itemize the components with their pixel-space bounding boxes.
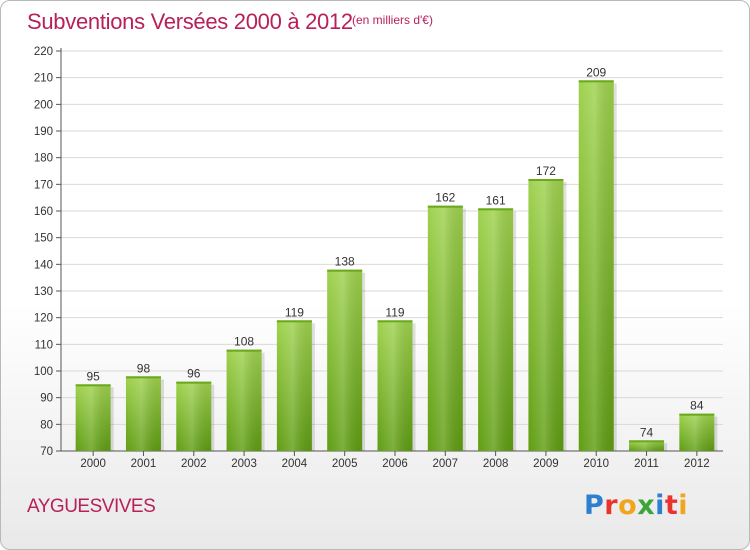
logo-letter: P bbox=[584, 490, 605, 521]
x-tick-label-2011: 2011 bbox=[634, 458, 659, 470]
bar-highlight bbox=[75, 384, 111, 451]
y-tick-label: 180 bbox=[34, 153, 53, 165]
bar-cap bbox=[578, 80, 614, 83]
y-tick-label: 160 bbox=[34, 206, 53, 218]
commune-name: AYGUESVIVES bbox=[27, 496, 156, 517]
x-tick-label-2012: 2012 bbox=[684, 458, 710, 470]
bar-highlight bbox=[125, 376, 161, 451]
x-tick-label-2006: 2006 bbox=[382, 458, 408, 470]
x-tick-label-2003: 2003 bbox=[231, 458, 257, 470]
value-label-2003: 108 bbox=[234, 335, 254, 349]
y-tick-label: 170 bbox=[34, 179, 53, 191]
value-label-2005: 138 bbox=[335, 255, 355, 269]
value-label-2004: 119 bbox=[285, 305, 304, 319]
value-label-2002: 96 bbox=[187, 367, 201, 381]
bar-highlight bbox=[427, 205, 463, 451]
logo-letter: o bbox=[618, 490, 638, 521]
x-tick-label-2010: 2010 bbox=[583, 458, 609, 470]
y-tick-label: 150 bbox=[34, 233, 53, 245]
y-tick-label: 120 bbox=[34, 313, 53, 325]
y-tick-label: 70 bbox=[40, 446, 53, 458]
bars bbox=[75, 80, 718, 451]
y-tick-label: 80 bbox=[40, 419, 53, 431]
bar-highlight bbox=[578, 80, 614, 451]
x-tick-label-2004: 2004 bbox=[282, 458, 308, 470]
x-tick-label-2002: 2002 bbox=[181, 458, 207, 470]
value-label-2001: 98 bbox=[137, 361, 151, 375]
x-tick-label-2007: 2007 bbox=[433, 458, 459, 470]
bar-cap bbox=[226, 349, 262, 352]
bar-highlight bbox=[276, 320, 312, 451]
x-tick-label-2001: 2001 bbox=[131, 458, 157, 470]
y-tick-label: 100 bbox=[34, 366, 53, 378]
y-tick-label: 190 bbox=[34, 126, 53, 138]
bar-cap bbox=[125, 376, 161, 379]
bar-cap bbox=[276, 320, 312, 323]
chart-unit: (en milliers d'€) bbox=[352, 13, 433, 27]
bar-highlight bbox=[176, 381, 212, 451]
value-label-2010: 209 bbox=[586, 65, 606, 79]
chart-title: Subventions Versées 2000 à 2012 bbox=[27, 9, 353, 34]
bar-highlight bbox=[226, 349, 262, 451]
y-tick-label: 200 bbox=[34, 99, 53, 111]
y-tick-label: 220 bbox=[34, 46, 53, 58]
value-label-2006: 119 bbox=[385, 305, 404, 319]
bar-highlight bbox=[327, 269, 363, 451]
logo-letter: i bbox=[655, 490, 665, 521]
logo-letter: i bbox=[678, 490, 689, 521]
logo-letter: x bbox=[637, 490, 656, 521]
bar-highlight bbox=[528, 179, 564, 451]
y-tick-label: 110 bbox=[35, 339, 53, 351]
logo-letter: t bbox=[664, 490, 679, 521]
bar-highlight bbox=[629, 440, 665, 451]
x-tick-label-2009: 2009 bbox=[533, 458, 559, 470]
value-label-2009: 172 bbox=[536, 164, 556, 178]
value-label-2007: 162 bbox=[435, 191, 455, 205]
value-label-2008: 161 bbox=[486, 193, 506, 207]
labels: 7080901001101201301401501601701801902002… bbox=[34, 46, 710, 470]
logo-letter: r bbox=[604, 490, 619, 521]
bar-cap bbox=[377, 320, 413, 323]
x-tick-label-2008: 2008 bbox=[483, 458, 509, 470]
bar-cap bbox=[427, 205, 463, 208]
y-tick-label: 210 bbox=[34, 73, 53, 85]
x-tick-label-2005: 2005 bbox=[332, 458, 358, 470]
value-label-2000: 95 bbox=[86, 369, 100, 383]
y-tick-label: 90 bbox=[40, 393, 53, 405]
bar-cap bbox=[75, 384, 111, 387]
bar-cap bbox=[176, 381, 212, 384]
proxiti-logo[interactable]: Proxiti bbox=[584, 490, 688, 521]
bar-cap bbox=[327, 269, 363, 272]
value-label-2011: 74 bbox=[640, 425, 654, 439]
y-tick-label: 130 bbox=[34, 286, 53, 298]
bar-cap bbox=[528, 179, 564, 181]
bar-highlight bbox=[377, 320, 413, 451]
y-tick-label: 140 bbox=[34, 259, 53, 271]
bar-highlight bbox=[679, 413, 715, 451]
bar-cap bbox=[679, 413, 715, 416]
bar-cap bbox=[478, 208, 514, 211]
bar-cap bbox=[629, 440, 665, 443]
x-tick-label-2000: 2000 bbox=[80, 458, 106, 470]
value-label-2012: 84 bbox=[690, 399, 704, 413]
bar-highlight bbox=[478, 208, 514, 451]
